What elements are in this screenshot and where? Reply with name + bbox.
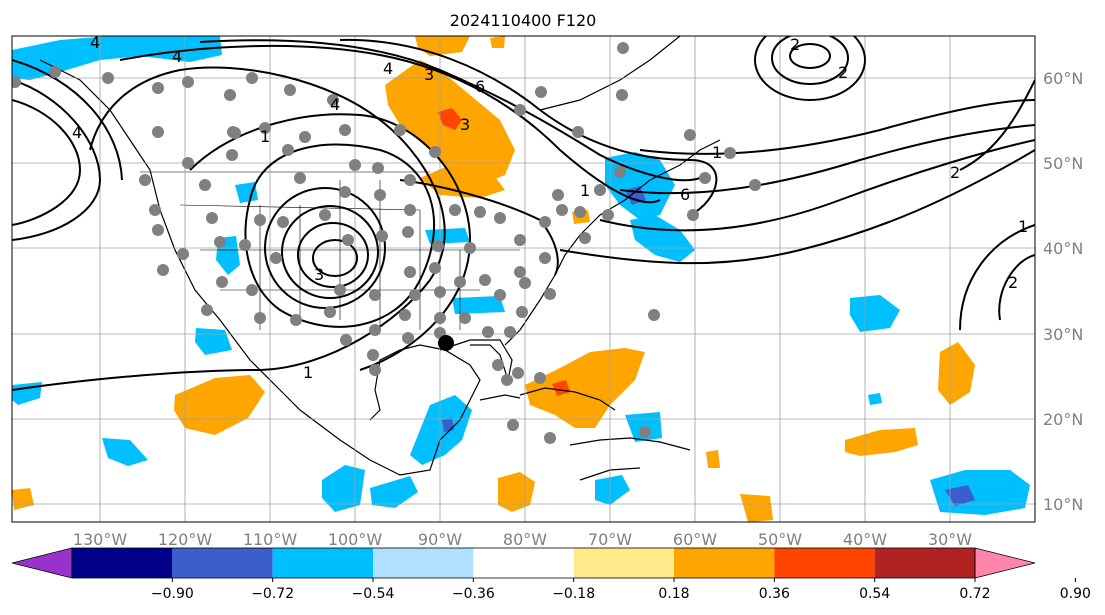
negative-anomaly-area — [12, 36, 222, 80]
negative-anomaly-area — [868, 393, 882, 405]
contour-labels: 4 4 4 4 3 3 6 3 1 2 1 1 2 4 2 2 1 6 1 — [72, 33, 1028, 382]
svg-text:1: 1 — [1018, 217, 1028, 236]
lon-label: 50°W — [758, 530, 802, 549]
svg-text:4: 4 — [172, 47, 182, 66]
lat-label: 10°N — [1043, 495, 1083, 514]
lon-label: 100°W — [328, 530, 383, 549]
svg-text:3: 3 — [460, 115, 470, 134]
negative-anomaly-area — [235, 182, 258, 203]
colorbar-tick-label: 0.72 — [959, 586, 990, 602]
negative-anomaly-area — [102, 438, 148, 466]
negative-anomaly-area — [630, 215, 695, 262]
negative-anomaly-area — [930, 470, 1030, 515]
negative-anomaly-area — [410, 395, 472, 465]
latitude-labels: 60°N 50°N 40°N 30°N 20°N 10°N — [1043, 69, 1083, 514]
lon-label: 60°W — [673, 530, 717, 549]
negative-anomaly-area — [452, 296, 505, 314]
colorbar-segment — [674, 548, 775, 578]
svg-text:2: 2 — [790, 35, 800, 54]
colorbar-segment — [172, 548, 273, 578]
lon-label: 110°W — [243, 530, 298, 549]
negative-anomaly-area — [595, 475, 630, 505]
longitude-labels: 130°W 120°W 110°W 100°W 90°W 80°W 70°W 6… — [73, 530, 972, 549]
positive-anomaly-area — [174, 375, 265, 435]
colorbar-segment — [874, 548, 975, 578]
colorbar-segment — [573, 548, 674, 578]
lon-label: 30°W — [928, 530, 972, 549]
graticule — [12, 36, 1035, 522]
lon-label: 90°W — [418, 530, 462, 549]
storm-position-marker — [438, 335, 454, 351]
colorbar-segment — [72, 548, 173, 578]
positive-anomaly-area — [525, 348, 645, 428]
colorbar-segment — [373, 548, 474, 578]
colorbar-tick-label: −0.72 — [251, 586, 294, 602]
svg-text:2: 2 — [838, 63, 848, 82]
figure-title: 2024110400 F120 — [450, 11, 597, 30]
colorbar — [11, 547, 1076, 582]
strong-positive-anomaly-area — [552, 380, 570, 396]
map-frame — [11, 35, 1036, 523]
svg-text:2: 2 — [950, 163, 960, 182]
svg-text:2: 2 — [1008, 273, 1018, 292]
svg-text:4: 4 — [383, 59, 393, 78]
svg-text:1: 1 — [303, 363, 313, 382]
svg-text:1: 1 — [712, 143, 722, 162]
svg-text:4: 4 — [72, 123, 82, 142]
colorbar-tick-label: −0.90 — [151, 586, 194, 602]
colorbar-segment — [473, 548, 574, 578]
positive-anomaly-area — [498, 472, 535, 512]
colorbar-tick-label: 0.54 — [859, 586, 890, 602]
svg-text:1: 1 — [260, 127, 270, 146]
colorbar-segment — [774, 548, 875, 578]
svg-text:3: 3 — [424, 65, 434, 84]
negative-anomaly-area — [322, 465, 365, 512]
positive-anomaly-area — [420, 165, 505, 198]
lon-label: 70°W — [588, 530, 632, 549]
positive-anomaly-area — [490, 36, 505, 48]
svg-text:4: 4 — [330, 95, 340, 114]
positive-anomaly-area — [845, 428, 918, 456]
strong-positive-anomaly-area — [438, 108, 462, 130]
negative-anomaly-area — [425, 228, 470, 244]
colorbar-segment — [272, 548, 373, 578]
strong-negative-anomaly-area — [442, 418, 454, 432]
svg-text:6: 6 — [680, 185, 690, 204]
positive-anomaly-area — [706, 450, 720, 468]
contour-lines — [12, 36, 1035, 391]
svg-text:4: 4 — [90, 33, 100, 52]
lon-label: 40°W — [843, 530, 887, 549]
positive-anomaly-area — [12, 488, 34, 510]
negative-anomaly-area — [370, 476, 418, 508]
colorbar-extend-low — [11, 547, 73, 579]
lat-label: 40°N — [1043, 239, 1083, 258]
lon-label: 130°W — [73, 530, 128, 549]
negative-anomaly-area — [850, 295, 900, 332]
colorbar-tick-label: 0.18 — [658, 586, 689, 602]
lat-label: 60°N — [1043, 69, 1083, 88]
colorbar-tick-label: −0.36 — [452, 586, 495, 602]
lat-label: 50°N — [1043, 154, 1083, 173]
coastlines — [39, 36, 721, 481]
negative-anomaly-area — [195, 328, 232, 355]
svg-text:1: 1 — [580, 181, 590, 200]
strong-negative-anomaly-area — [945, 485, 975, 506]
lon-label: 80°W — [503, 530, 547, 549]
positive-anomaly-area — [938, 342, 975, 405]
colorbar-labels: −0.90 −0.72 −0.54 −0.36 −0.18 0.18 0.36 0.54 0.7… — [151, 586, 1091, 602]
colorbar-tick-label: 0.36 — [759, 586, 790, 602]
lat-label: 20°N — [1043, 410, 1083, 429]
colorbar-tick-label: −0.54 — [352, 586, 395, 602]
colorbar-extend-high — [974, 547, 1036, 579]
svg-text:6: 6 — [475, 77, 485, 96]
lon-label: 120°W — [158, 530, 213, 549]
colorbar-frame — [71, 547, 976, 579]
colorbar-tick-label: 0.90 — [1060, 586, 1091, 602]
colorbar-tick-label: −0.18 — [552, 586, 595, 602]
lat-label: 30°N — [1043, 325, 1083, 344]
positive-anomaly-area — [740, 494, 773, 522]
svg-text:3: 3 — [314, 265, 324, 284]
